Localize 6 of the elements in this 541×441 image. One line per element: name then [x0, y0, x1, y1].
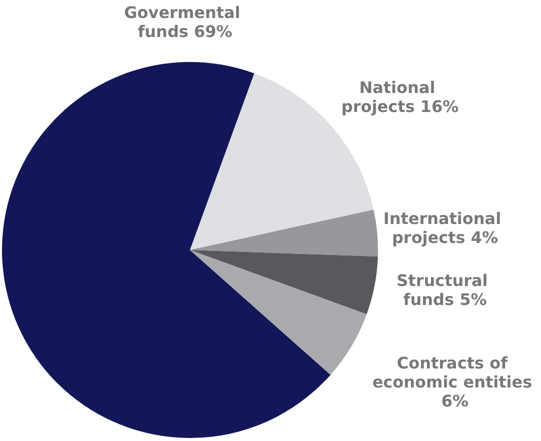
slice-label: International projects 4%	[383, 209, 507, 247]
data-label: 6%	[441, 392, 469, 410]
slice-label: National projects 16%	[341, 78, 459, 116]
slice-label: Govermental funds 69%	[124, 3, 246, 41]
slice-label: Structural funds 5%	[396, 271, 494, 309]
slice-label: Contracts of economic entities	[372, 354, 538, 392]
